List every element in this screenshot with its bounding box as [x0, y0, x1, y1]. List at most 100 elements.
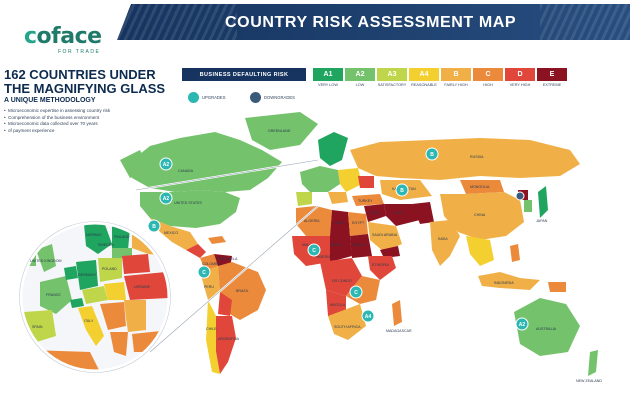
grade-code: D — [505, 68, 535, 81]
region-angola[interactable] — [326, 290, 346, 316]
legend-grade-c: C HIGH — [473, 68, 503, 87]
region-east-europe[interactable] — [338, 168, 362, 192]
region-saudi-arabia[interactable] — [368, 222, 402, 252]
inset-baltics[interactable] — [112, 248, 132, 258]
legend-grades: A1 VERY LOW A2 LOW A3 SATISFACTORY A4 RE… — [313, 68, 567, 87]
inset-italy[interactable] — [78, 306, 104, 346]
region-central-america[interactable] — [186, 244, 206, 258]
region-canada[interactable] — [130, 132, 282, 192]
marker-east-africa[interactable]: C — [349, 285, 363, 299]
region-philippines[interactable] — [510, 244, 520, 262]
inset-uk[interactable] — [36, 244, 56, 272]
marker-downgrade-japan[interactable] — [515, 191, 525, 201]
region-mongolia[interactable] — [460, 180, 504, 194]
upgrades-label: UPGRADES — [202, 95, 226, 100]
inset-greece[interactable] — [110, 332, 128, 356]
inset-north-africa[interactable] — [30, 350, 100, 372]
region-madagascar[interactable] — [392, 300, 402, 326]
region-chile[interactable] — [206, 300, 220, 374]
label-uk: UNITED KINGDOM — [30, 259, 62, 263]
region-china[interactable] — [440, 192, 524, 240]
region-india[interactable] — [430, 220, 460, 266]
marker-australia[interactable]: A2 — [515, 317, 529, 331]
region-greenland[interactable] — [245, 112, 318, 150]
inset-benelux[interactable] — [64, 266, 78, 280]
region-iraq-syria[interactable] — [364, 204, 386, 222]
inset-romania-moldova[interactable] — [124, 300, 146, 318]
marker-russia[interactable]: B — [425, 147, 439, 161]
region-indonesia[interactable] — [478, 272, 540, 290]
region-papua[interactable] — [548, 282, 566, 292]
region-mexico[interactable] — [150, 218, 198, 250]
logo-rest: oface — [36, 24, 103, 49]
label-ethiopia: ETHIOPIA — [372, 263, 389, 267]
region-balkans[interactable] — [328, 192, 348, 204]
inset-hungary-slovakia[interactable] — [104, 282, 126, 300]
magnifier-line-top-shadow — [135, 159, 319, 191]
inset-belarus[interactable] — [122, 254, 150, 274]
inset-norway-sweden[interactable] — [84, 222, 112, 254]
marker-caribbean[interactable]: B — [147, 219, 161, 233]
region-bolivia-paraguay[interactable] — [218, 292, 232, 316]
label-nigeria: NIGERIA — [316, 255, 331, 259]
marker-south-america[interactable]: C — [197, 265, 211, 279]
region-australia[interactable] — [514, 298, 580, 356]
marker-central-asia[interactable]: B — [395, 183, 409, 197]
marker-usa[interactable]: A2 — [159, 191, 173, 205]
methodology-list: Microeconomic expertise in assessing cou… — [4, 108, 122, 134]
region-egypt[interactable] — [348, 212, 368, 236]
inset-germany[interactable] — [76, 260, 98, 290]
label-usa: UNITED STATES — [174, 201, 202, 205]
label-mongolia: MONGOLIA — [470, 185, 490, 189]
region-west-europe[interactable] — [300, 166, 340, 192]
inset-poland[interactable] — [98, 258, 122, 282]
label-ukraine: UKRAINE — [134, 285, 151, 289]
region-south-africa[interactable] — [328, 304, 366, 340]
region-central-africa[interactable] — [320, 258, 362, 296]
grade-code: C — [473, 68, 503, 81]
inset-finland[interactable] — [112, 226, 130, 250]
region-ethiopia-horn[interactable] — [368, 256, 396, 280]
legend-grade-a1: A1 VERY LOW — [313, 68, 343, 87]
region-turkey[interactable] — [352, 194, 384, 206]
region-southeast-asia[interactable] — [466, 236, 494, 266]
inset-rim-outline — [19, 221, 171, 373]
region-korea[interactable] — [524, 200, 532, 212]
region-alaska[interactable] — [120, 150, 150, 178]
inset-czech-austria[interactable] — [82, 286, 108, 304]
label-mexico: MEXICO — [164, 231, 178, 235]
region-iberia[interactable] — [296, 192, 312, 206]
label-finland: FINLAND — [114, 235, 130, 239]
region-scandinavia[interactable] — [318, 132, 348, 166]
legend-grade-d: D VERY HIGH — [505, 68, 535, 87]
region-caribbean[interactable] — [208, 236, 226, 244]
region-japan[interactable] — [538, 186, 548, 218]
grade-desc: FAIRLY HIGH — [444, 83, 468, 87]
inset-france[interactable] — [40, 276, 72, 314]
marker-west-africa[interactable]: C — [307, 243, 321, 257]
marker-southern-africa[interactable]: A4 — [361, 309, 375, 323]
region-new-zealand[interactable] — [588, 350, 598, 376]
banner-stripes-left — [117, 4, 237, 40]
region-argentina[interactable] — [216, 316, 236, 374]
label-egypt: EGYPT — [352, 221, 365, 225]
region-iran[interactable] — [384, 204, 420, 226]
label-india: INDIA — [438, 237, 448, 241]
region-afghanistan-pakistan[interactable] — [412, 202, 434, 224]
region-ukraine[interactable] — [358, 176, 374, 188]
label-turkey: TURKEY — [358, 199, 373, 203]
region-morocco-algeria[interactable] — [296, 206, 332, 236]
inset-switzerland[interactable] — [70, 298, 84, 308]
region-sudan[interactable] — [350, 234, 372, 258]
region-sahel[interactable] — [330, 236, 352, 262]
inset-ukraine[interactable] — [124, 272, 168, 300]
region-yemen[interactable] — [380, 246, 400, 258]
legend-upgrades: UPGRADES — [188, 92, 226, 103]
inset-bulgaria[interactable] — [126, 318, 146, 332]
label-sweden: SWEDEN — [98, 243, 114, 247]
region-libya[interactable] — [330, 210, 350, 236]
marker-label: A2 — [163, 162, 170, 168]
inset-balkans[interactable] — [100, 302, 126, 330]
marker-canada[interactable]: A2 — [159, 157, 173, 171]
region-russia[interactable] — [350, 138, 580, 180]
